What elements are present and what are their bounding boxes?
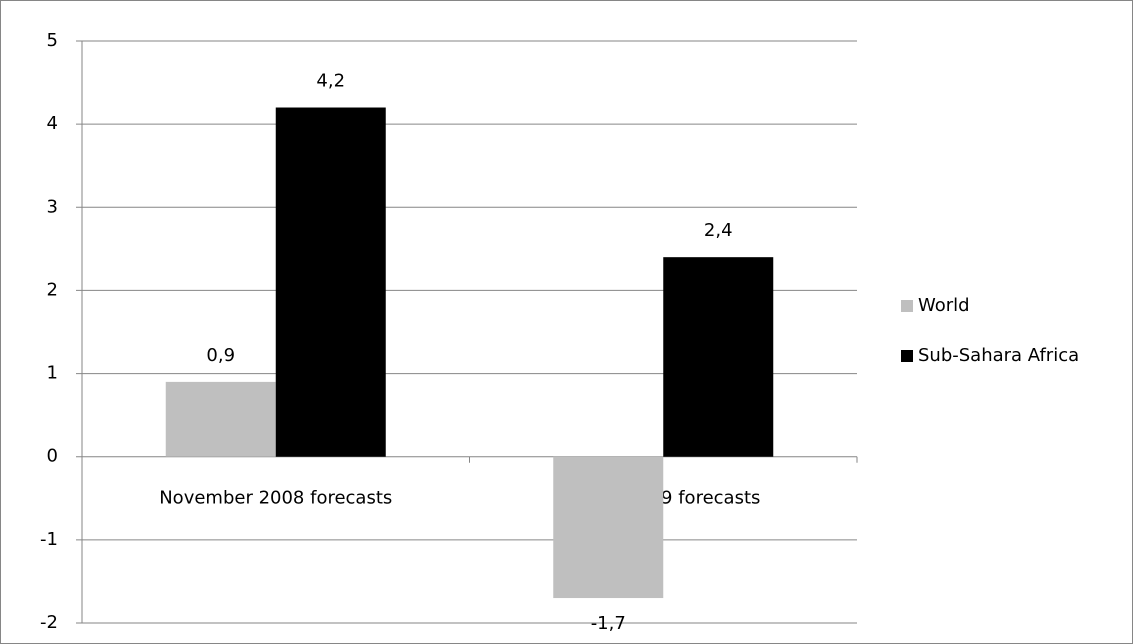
legend-swatch [901, 350, 913, 362]
value-label: 0,9 [206, 345, 235, 366]
y-tick-label: -2 [40, 612, 58, 633]
legend-label: Sub-Sahara Africa [918, 345, 1079, 366]
y-tick-label: 5 [47, 30, 58, 51]
y-tick-label: 4 [47, 113, 58, 134]
y-tick-label: 3 [47, 196, 58, 217]
bar [553, 456, 664, 599]
value-label: -1,7 [591, 613, 626, 634]
y-tick-label: 2 [47, 279, 58, 300]
x-tick-label: November 2008 forecasts [159, 488, 392, 509]
value-label: 2,4 [704, 220, 733, 241]
y-tick-label: 0 [47, 446, 58, 467]
y-tick-label: 1 [47, 363, 58, 384]
bar [165, 381, 276, 457]
legend-label: World [918, 295, 970, 316]
y-tick-label: -1 [40, 529, 58, 550]
bar [663, 257, 774, 457]
value-label: 4,2 [316, 71, 345, 92]
bar [275, 107, 386, 457]
legend-swatch [901, 300, 913, 312]
